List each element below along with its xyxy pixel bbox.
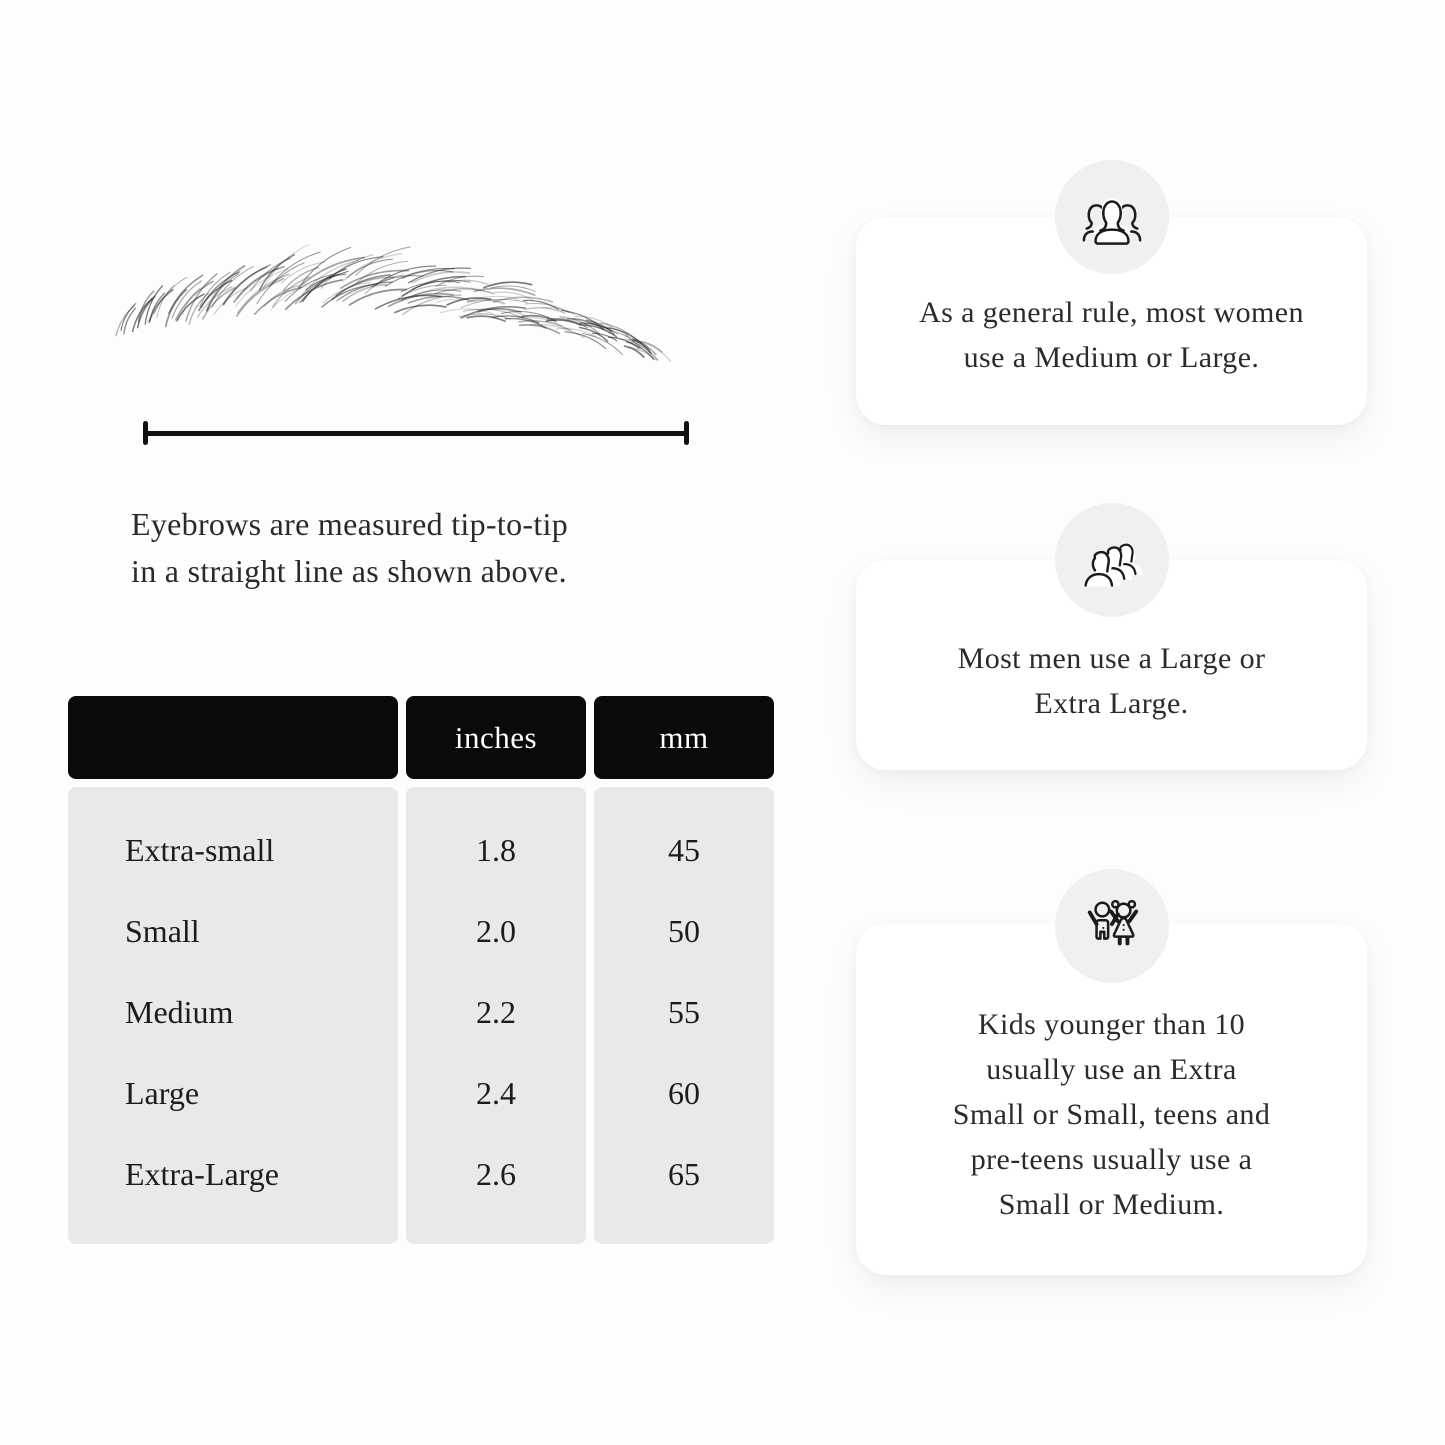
- table-header-mm: mm: [594, 696, 774, 779]
- card-kids-line-1: Kids younger than 10: [977, 1008, 1246, 1041]
- card-kids-line-5: Small or Medium.: [998, 1188, 1225, 1221]
- table-cell-inches: 1.8: [476, 832, 516, 868]
- card-text-men: Most men use a Large or Extra Large.: [856, 636, 1367, 726]
- measurement-line-bar: [143, 431, 689, 436]
- table-header-size: [68, 696, 398, 779]
- table-column-size-labels: Extra-small Small Medium Large Extra-Lar…: [68, 787, 398, 1244]
- card-kids-line-3: Small or Small, teens and: [952, 1098, 1271, 1131]
- size-table: inches mm Extra-small Small Medium Large…: [68, 696, 774, 1244]
- men-group-icon: [1083, 543, 1143, 587]
- table-cell-size-label: Medium: [125, 994, 234, 1030]
- icon-badge: [1054, 503, 1169, 617]
- eyebrow-illustration: [115, 240, 693, 397]
- icon-badge: [1054, 160, 1169, 274]
- info-card-men: Most men use a Large or Extra Large.: [856, 503, 1367, 770]
- table-cell-mm: 55: [668, 994, 700, 1030]
- table-cell-inches: 2.2: [476, 994, 516, 1030]
- measurement-line: [143, 421, 689, 445]
- card-text-kids: Kids younger than 10 usually use an Extr…: [856, 1002, 1367, 1227]
- caption-line-2: in a straight line as shown above.: [131, 553, 567, 589]
- table-cell-mm: 45: [668, 832, 700, 868]
- icon-badge: [1054, 869, 1169, 983]
- table-cell-size-label: Extra-small: [125, 832, 275, 868]
- card-kids-line-2: usually use an Extra: [986, 1053, 1237, 1086]
- table-cell-mm: 60: [668, 1075, 700, 1111]
- card-text-women: As a general rule, most women use a Medi…: [856, 290, 1367, 380]
- table-cell-inches: 2.0: [476, 913, 516, 949]
- table-column-inches: 1.8 2.0 2.2 2.4 2.6: [406, 787, 586, 1244]
- card-women-line-1: As a general rule, most women: [919, 296, 1304, 329]
- table-cell-size-label: Large: [125, 1075, 200, 1111]
- card-men-line-1: Most men use a Large or: [957, 642, 1266, 675]
- info-card-kids: Kids younger than 10 usually use an Extr…: [856, 869, 1367, 1275]
- table-cell-mm: 65: [668, 1156, 700, 1192]
- card-men-line-2: Extra Large.: [1034, 687, 1189, 720]
- measurement-caption: Eyebrows are measured tip-to-tip in a st…: [131, 501, 568, 595]
- table-cell-inches: 2.4: [476, 1075, 516, 1111]
- card-women-line-2: use a Medium or Large.: [963, 341, 1260, 374]
- measurement-line-right-cap: [684, 421, 689, 445]
- table-cell-mm: 50: [668, 913, 700, 949]
- card-kids-line-4: pre-teens usually use a: [970, 1143, 1253, 1176]
- caption-line-1: Eyebrows are measured tip-to-tip: [131, 506, 569, 542]
- info-card-women: As a general rule, most women use a Medi…: [856, 160, 1367, 425]
- kids-icon: [1087, 899, 1138, 946]
- women-group-icon: [1082, 197, 1141, 245]
- eyebrow-sketch-svg: [115, 244, 672, 362]
- table-cell-inches: 2.6: [476, 1156, 516, 1192]
- table-cell-size-label: Extra-Large: [125, 1156, 279, 1192]
- table-column-mm: 45 50 55 60 65: [594, 787, 774, 1244]
- table-cell-size-label: Small: [125, 913, 200, 949]
- table-header-inches: inches: [406, 696, 586, 779]
